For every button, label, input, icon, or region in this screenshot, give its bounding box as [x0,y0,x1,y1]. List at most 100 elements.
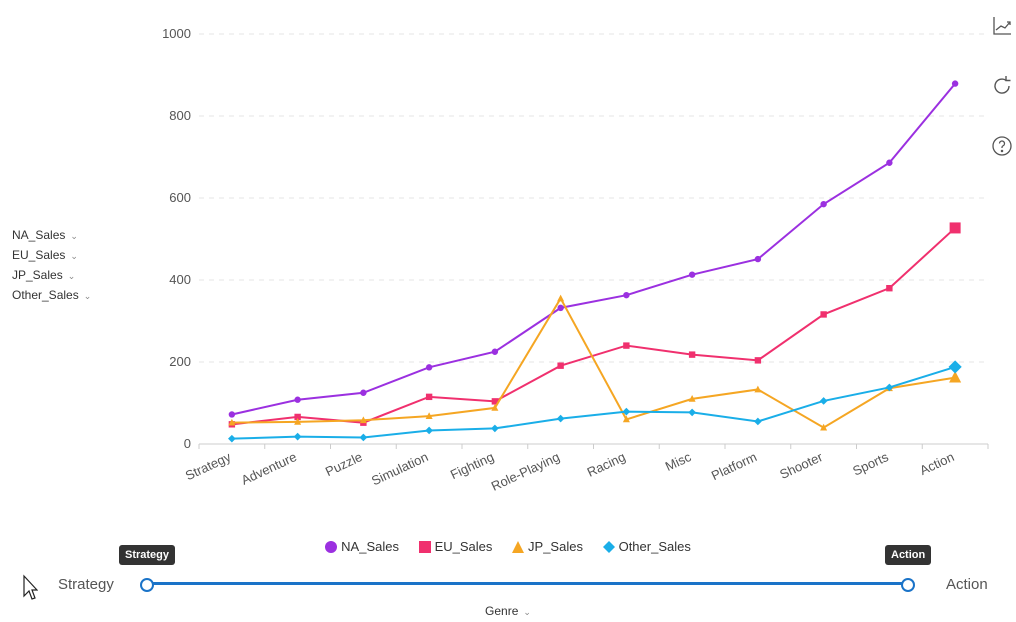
data-point-other-sales [688,408,696,417]
x-tick-label: Misc [663,449,694,474]
x-tick-label: Fighting [448,449,496,482]
help-icon[interactable] [990,134,1014,158]
x-tick-label: Sports [850,449,891,479]
data-point-eu-sales [491,398,499,405]
chevron-down-icon: ⌄ [70,251,78,261]
data-point-other-sales [491,424,499,433]
slider-start-handle[interactable] [140,578,154,592]
data-point-na-sales [886,159,893,166]
data-point-jp-sales [359,416,367,424]
data-point-eu-sales [820,311,827,318]
field-item-other-sales[interactable]: Other_Sales ⌄ [12,285,91,305]
data-point-na-sales [688,271,696,278]
range-slider-track[interactable] [147,582,908,585]
data-point-other-sales [885,383,894,392]
x-tick-label: Shooter [777,449,825,482]
data-point-eu-sales [557,362,564,369]
data-point-other-sales [425,426,433,435]
x-tick-label: Simulation [369,449,430,488]
chevron-down-icon: ⌄ [67,271,76,281]
field-item-na-sales[interactable]: NA_Sales ⌄ [12,225,91,245]
data-point-jp-sales [688,395,696,402]
x-tick-label: Racing [585,449,628,480]
slider-end-tooltip: Action [885,545,932,565]
field-list: NA_Sales ⌄ EU_Sales ⌄ JP_Sales ⌄ Other_Sale… [12,225,91,305]
slider-end-handle[interactable] [901,578,915,592]
data-point-other-sales [819,397,828,405]
x-tick-label: Platform [709,449,759,483]
data-point-na-sales [951,80,959,87]
mouse-pointer-icon [23,574,38,600]
data-point-na-sales [557,304,564,312]
data-point-eu-sales [949,222,961,234]
data-point-eu-sales [688,351,696,358]
data-point-jp-sales [949,370,962,383]
data-point-jp-sales [622,415,630,423]
x-tick-label: Strategy [183,449,234,483]
slider-start-tooltip: Strategy [119,545,176,565]
data-point-jp-sales [228,418,236,426]
slider-min-label: Strategy [58,576,114,593]
chevron-down-icon: ⌄ [523,607,531,617]
y-tick-label: 600 [169,190,191,205]
field-item-eu-sales[interactable]: EU_Sales ⌄ [12,245,91,265]
x-tick-label: Action [917,449,956,478]
data-point-other-sales [948,360,962,374]
chevron-down-icon: ⌄ [70,231,78,241]
x-tick-label: Adventure [239,449,299,488]
data-point-eu-sales [425,393,433,401]
data-point-other-sales [228,434,236,443]
refresh-icon[interactable] [990,74,1014,98]
legend-item-na-sales[interactable]: NA_Sales [325,539,399,554]
x-tick-label: Role-Playing [489,449,562,494]
legend-item-other-sales[interactable]: Other_Sales [602,539,691,554]
x-tick-label: Puzzle [323,449,365,479]
data-point-na-sales [754,255,762,263]
data-point-other-sales [359,433,368,442]
data-point-jp-sales [491,404,499,411]
data-point-jp-sales [294,418,302,425]
data-point-other-sales [293,432,302,441]
data-point-eu-sales [886,285,893,292]
series-line-jp-sales [231,296,956,429]
field-item-jp-sales[interactable]: JP_Sales ⌄ [12,265,91,285]
data-point-na-sales [294,396,301,403]
data-point-na-sales [228,411,236,418]
data-point-eu-sales [623,342,630,349]
y-tick-label: 0 [184,436,191,451]
chevron-down-icon: ⌄ [83,291,92,301]
data-point-jp-sales [754,385,762,393]
data-point-other-sales [622,407,631,416]
slider-max-label: Action [946,576,988,593]
series-line-na-sales [231,82,956,416]
triangle-marker-icon [512,541,525,553]
y-tick-label: 800 [169,108,191,123]
genre-field-label[interactable]: Genre ⌄ [485,604,531,618]
data-point-jp-sales [557,294,565,302]
data-point-na-sales [623,291,630,299]
chart-legend: NA_Sales EU_Sales JP_Sales Other_Sales [0,539,1016,554]
data-point-other-sales [754,417,762,426]
series-line-eu-sales [231,227,956,426]
data-point-na-sales [491,348,499,355]
y-tick-label: 1000 [162,26,191,41]
diamond-marker-icon [602,541,615,553]
data-point-other-sales [556,414,565,423]
data-point-na-sales [820,200,827,208]
data-point-eu-sales [754,357,762,364]
data-point-na-sales [360,389,367,396]
legend-item-jp-sales[interactable]: JP_Sales [512,539,583,554]
toolbox [990,14,1014,194]
square-marker-icon [418,541,431,553]
series-line-other-sales [231,365,956,440]
data-point-jp-sales [425,412,433,419]
data-point-eu-sales [294,413,301,421]
y-tick-label: 400 [169,272,191,287]
axis-swap-icon[interactable] [990,14,1014,38]
y-tick-label: 200 [169,354,191,369]
data-point-jp-sales [820,423,828,431]
data-point-na-sales [425,364,433,371]
legend-item-eu-sales[interactable]: EU_Sales [418,539,492,554]
circle-marker-icon [325,541,338,553]
